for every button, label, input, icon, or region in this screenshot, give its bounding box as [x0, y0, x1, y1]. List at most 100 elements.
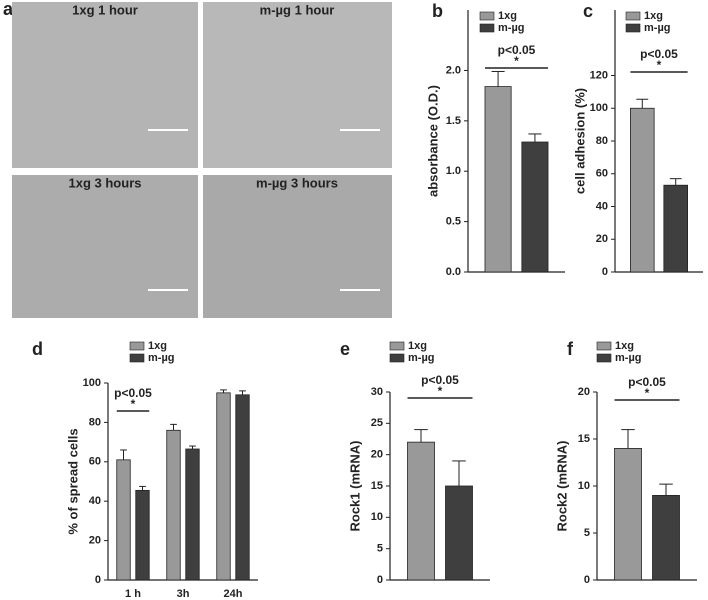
legend-swatch [596, 353, 612, 363]
y-tick-label: 20 [371, 449, 383, 461]
y-axis-label: % of spread cells [65, 428, 80, 534]
y-tick-label: 25 [371, 417, 383, 429]
image-title: m-µg 3 hours [256, 175, 338, 190]
micrograph [203, 2, 392, 168]
y-tick-label: 80 [89, 416, 101, 428]
y-tick-label: 10 [371, 511, 383, 523]
y-tick-label: 20 [596, 233, 608, 245]
legend-label: 1xg [148, 340, 167, 352]
annotation: * [645, 386, 650, 400]
y-tick-label: 0 [377, 574, 383, 586]
y-tick-label: 0 [584, 574, 590, 586]
bar [652, 494, 680, 581]
legend-swatch [389, 353, 405, 363]
y-axis-label: Rock1 (mRNA) [347, 440, 362, 531]
y-tick-label: 0.5 [446, 216, 461, 228]
panel-letter: a [3, 0, 14, 19]
y-tick-label: 0.0 [446, 266, 461, 278]
legend-label: 1xg [615, 340, 634, 352]
legend-label: m-µg [615, 352, 642, 364]
x-tick-label: 1 h [125, 588, 141, 600]
y-tick-label: 120 [590, 69, 608, 81]
y-axis-label: cell adhesion (%) [572, 88, 587, 194]
y-tick-label: 60 [596, 168, 608, 180]
chart-panel: d 0 20 40 60 80 100 % of spread cells 1 h 3h 24h 1x… [32, 339, 258, 600]
y-tick-label: 100 [590, 102, 608, 114]
bar [235, 394, 250, 581]
bar [135, 489, 150, 581]
panel-letter: c [583, 1, 593, 21]
y-tick-label: 15 [578, 433, 590, 445]
legend-swatch [389, 341, 405, 351]
y-tick-label: 15 [371, 480, 383, 492]
y-axis-label: absorbance (O.D.) [425, 85, 440, 197]
legend-label: m-µg [408, 352, 435, 364]
legend-label: m-µg [498, 22, 525, 34]
annotation: * [657, 58, 662, 72]
annotation: * [131, 397, 136, 411]
bar [663, 184, 689, 273]
legend-swatch [625, 23, 641, 33]
panel-letter: f [567, 339, 574, 359]
y-tick-label: 20 [578, 386, 590, 398]
legend-label: 1xg [408, 340, 427, 352]
chart-panel: b 0.0 0.5 1.0 1.5 2.0 absorbance (O.D.) 1xgm-µg… [425, 1, 565, 278]
y-tick-label: 80 [596, 135, 608, 147]
legend-label: m-µg [148, 352, 175, 364]
y-tick-label: 100 [83, 377, 101, 389]
annotation: p<0.05 [498, 43, 536, 57]
panel-letter: b [432, 1, 443, 21]
panel-letter: d [32, 339, 43, 359]
y-tick-label: 40 [89, 495, 101, 507]
image-title: 1xg 3 hours [69, 175, 142, 190]
bar [216, 392, 231, 581]
x-tick-label: 24h [224, 588, 243, 600]
y-tick-label: 10 [578, 480, 590, 492]
image-title: 1xg 1 hour [72, 2, 138, 17]
x-tick-label: 3h [177, 588, 190, 600]
annotation: p<0.05 [421, 373, 459, 387]
annotation: p<0.05 [114, 386, 152, 400]
bar [521, 141, 549, 273]
annotation: p<0.05 [628, 375, 666, 389]
micrograph [12, 2, 198, 168]
bar [484, 86, 512, 273]
y-tick-label: 1.5 [446, 115, 461, 127]
panel-letter: e [340, 339, 350, 359]
y-tick-label: 40 [596, 200, 608, 212]
legend-label: 1xg [498, 10, 517, 22]
y-tick-label: 30 [371, 386, 383, 398]
annotation: * [514, 54, 519, 68]
bar [116, 459, 131, 581]
legend-swatch [596, 341, 612, 351]
micrograph [203, 175, 392, 318]
legend-swatch [625, 11, 641, 21]
image-title: m-µg 1 hour [260, 2, 335, 17]
bar [630, 107, 655, 273]
bar [166, 429, 181, 581]
y-tick-label: 5 [584, 527, 590, 539]
y-tick-label: 20 [89, 535, 101, 547]
legend-swatch [129, 341, 145, 351]
legend-swatch [479, 23, 495, 33]
legend-label: m-µg [644, 22, 671, 34]
bar [614, 447, 642, 581]
y-tick-label: 0 [602, 266, 608, 278]
bar [185, 448, 200, 581]
y-tick-label: 2.0 [446, 64, 461, 76]
y-tick-label: 5 [377, 543, 383, 555]
annotation: * [438, 384, 443, 398]
y-tick-label: 60 [89, 456, 101, 468]
micrograph [12, 175, 198, 318]
bar [407, 441, 435, 581]
legend-swatch [479, 11, 495, 21]
y-axis-label: Rock2 (mRNA) [554, 440, 569, 531]
y-tick-label: 1.0 [446, 165, 461, 177]
bar [445, 485, 473, 581]
y-tick-label: 0 [95, 574, 101, 586]
annotation: p<0.05 [640, 47, 678, 61]
